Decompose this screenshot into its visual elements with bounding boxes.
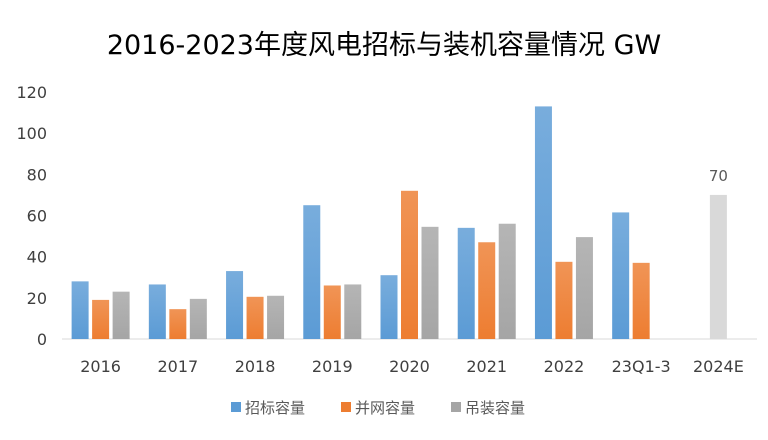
y-tick-label: 60 [27, 207, 47, 226]
bar [148, 284, 166, 339]
legend: 招标容量 并网容量 吊装容量 [231, 399, 525, 417]
x-tick-label: 2019 [312, 357, 353, 376]
y-tick-label: 100 [16, 124, 47, 143]
legend-label: 吊装容量 [465, 399, 525, 417]
x-tick-label: 2018 [235, 357, 276, 376]
x-tick-label: 2022 [544, 357, 585, 376]
legend-swatch [451, 402, 461, 412]
forecast-bar [709, 194, 727, 339]
legend-swatch [341, 402, 351, 412]
bar [344, 284, 362, 339]
bar [498, 223, 516, 339]
y-tick-label: 80 [27, 165, 47, 184]
bar [421, 226, 439, 339]
bar [632, 262, 650, 339]
legend-label: 招标容量 [245, 399, 305, 417]
bar [534, 106, 552, 340]
bar [189, 298, 207, 339]
bar [323, 285, 341, 339]
y-axis: 0 20 40 60 80 100 120 [16, 83, 47, 349]
bar [457, 227, 475, 339]
x-tick-label: 23Q1-3 [612, 357, 671, 376]
legend-swatch [231, 402, 241, 412]
legend-label: 并网容量 [355, 399, 415, 417]
y-tick-label: 120 [16, 83, 47, 102]
x-tick-label: 2024E [693, 357, 744, 376]
bar [71, 281, 89, 339]
bar [575, 237, 593, 339]
bar [555, 261, 573, 339]
bar [303, 205, 321, 339]
bar [169, 309, 187, 339]
bar [226, 271, 244, 339]
bar [92, 299, 110, 339]
y-tick-label: 0 [37, 330, 47, 349]
x-tick-label: 2016 [80, 357, 121, 376]
bar [478, 242, 496, 339]
data-label: 70 [709, 167, 728, 185]
bars: 70 [71, 106, 728, 340]
bar [112, 291, 130, 339]
bar [267, 295, 285, 339]
bar [380, 275, 398, 339]
y-tick-label: 20 [27, 289, 47, 308]
x-axis: 2016 2017 2018 2019 2020 2021 2022 23Q1-3 2024E [62, 338, 757, 376]
chart-title: 2016-2023年度风电招标与装机容量情况 GW [107, 30, 661, 61]
bar [612, 212, 630, 339]
x-tick-label: 2021 [466, 357, 507, 376]
bar [246, 296, 264, 339]
y-tick-label: 40 [27, 248, 47, 267]
x-tick-label: 2017 [157, 357, 198, 376]
x-tick-label: 2020 [389, 357, 430, 376]
bar [401, 190, 418, 339]
